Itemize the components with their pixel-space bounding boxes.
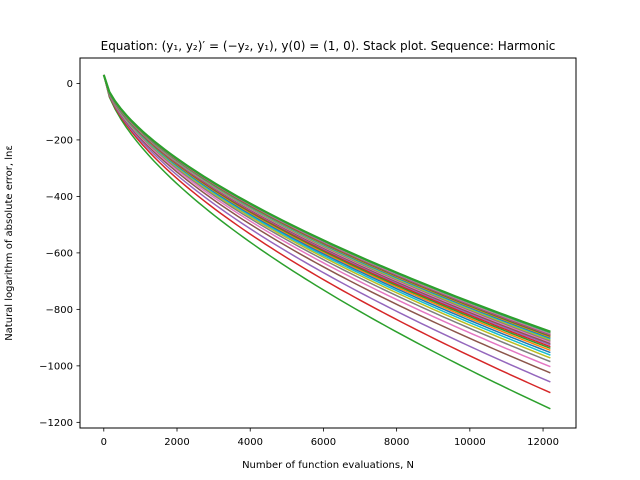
x-axis-ticks: 0 2000 4000 6000 8000 10000 12000	[101, 428, 559, 448]
series-line	[103, 74, 551, 410]
x-axis-label: Number of function evaluations, N	[242, 460, 414, 471]
x-tick-label: 4000	[237, 437, 262, 448]
y-tick-label: −1000	[39, 361, 73, 372]
series-line	[102, 74, 551, 333]
x-tick-label: 12000	[527, 437, 559, 448]
series-line	[103, 74, 551, 368]
y-tick-label: −400	[46, 192, 73, 203]
plot-frame	[79, 57, 577, 429]
y-axis-label: Natural logarithm of absolute error, lnε	[4, 145, 15, 341]
x-tick-label: 0	[101, 437, 107, 448]
y-tick-label: 0	[67, 79, 73, 90]
x-tick-label: 10000	[454, 437, 486, 448]
x-tick-label: 2000	[164, 437, 189, 448]
chart-title: Equation: (y₁, y₂)′ = (−y₂, y₁), y(0) = …	[101, 39, 556, 53]
y-tick-label: −200	[46, 135, 73, 146]
y-tick-label: −600	[46, 248, 73, 259]
series-line	[103, 74, 551, 383]
y-tick-label: −800	[46, 305, 73, 316]
y-axis-ticks: 0 −200 −400 −600 −800 −1000 −1200	[39, 79, 80, 429]
series-line	[103, 74, 551, 363]
x-tick-label: 6000	[311, 437, 336, 448]
x-tick-label: 8000	[384, 437, 409, 448]
y-tick-label: −1200	[39, 418, 73, 429]
series-line	[103, 74, 551, 374]
series-layer	[102, 74, 551, 410]
series-line	[103, 74, 551, 394]
